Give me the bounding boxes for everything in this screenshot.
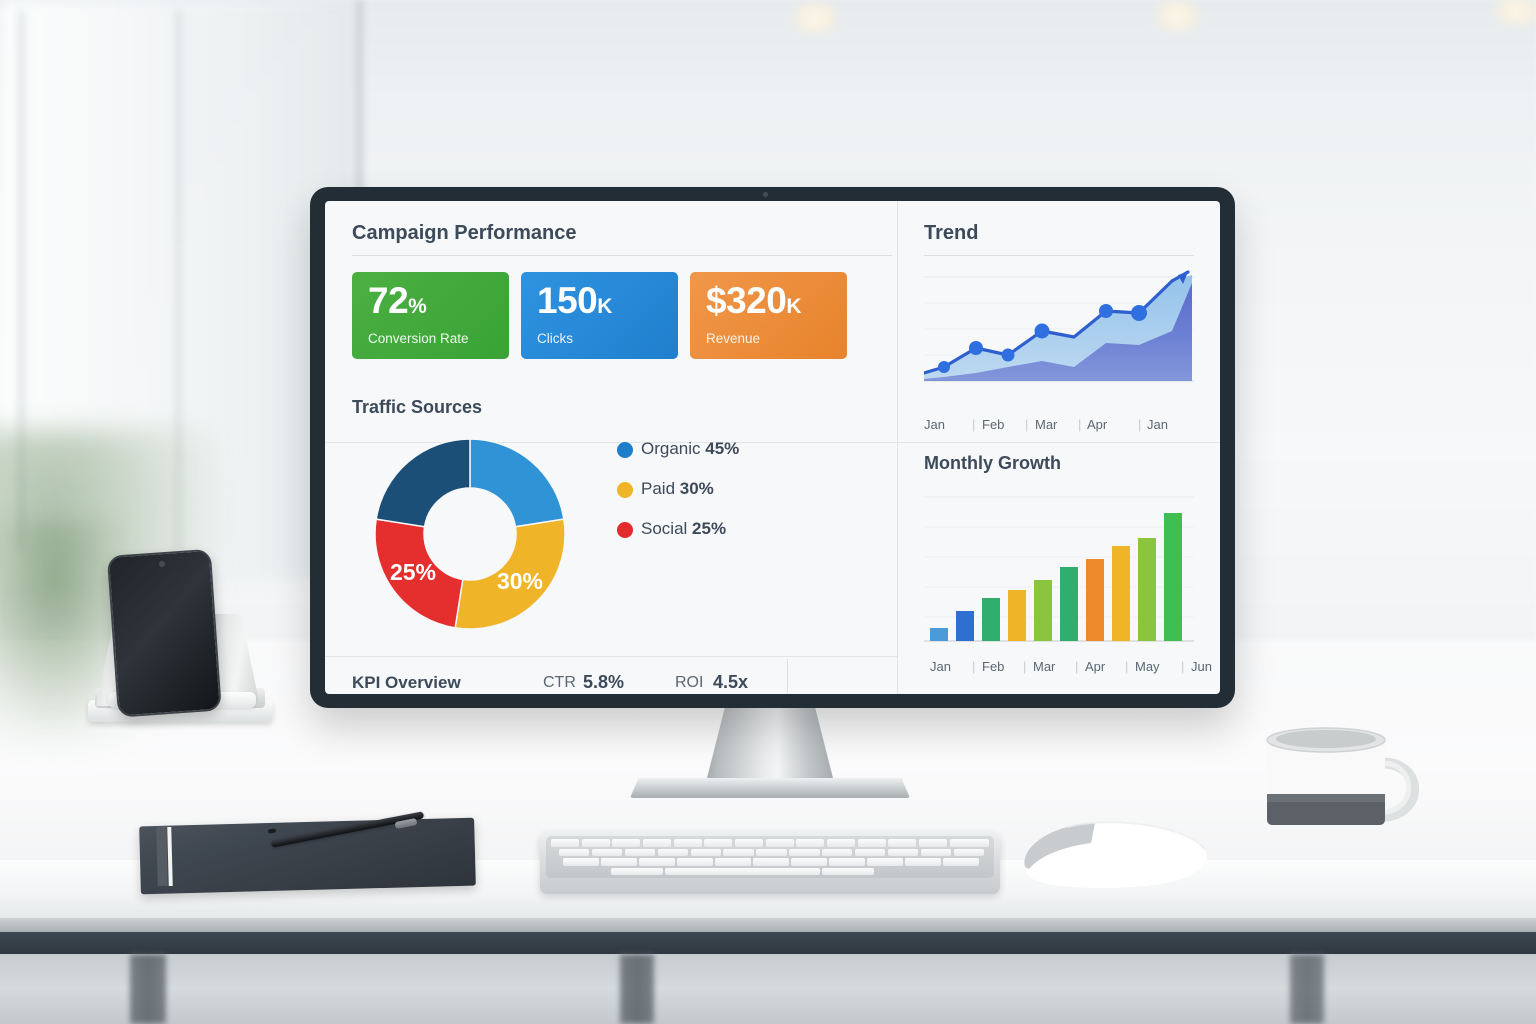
- svg-text:30%: 30%: [497, 568, 543, 594]
- svg-text:25%: 25%: [390, 559, 436, 585]
